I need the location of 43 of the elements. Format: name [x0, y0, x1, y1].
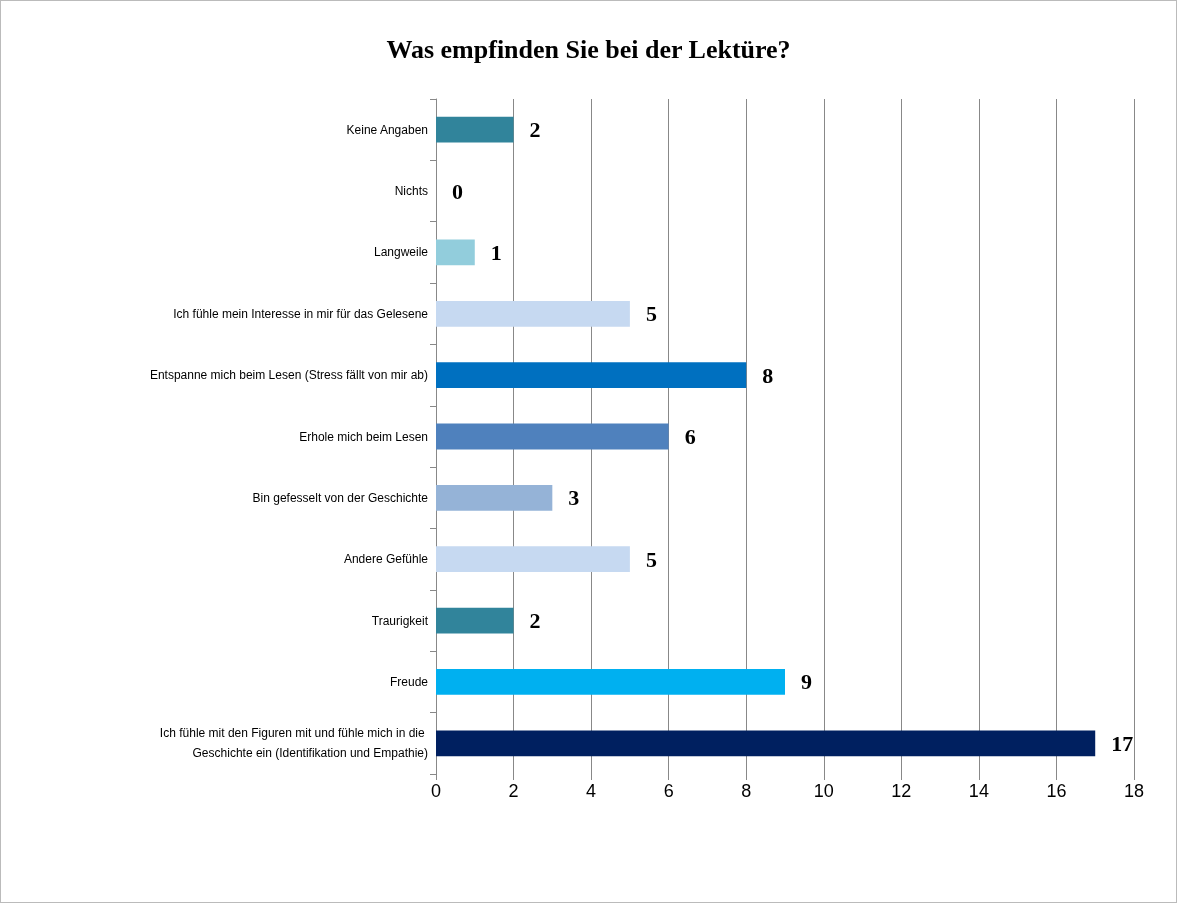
- x-tick-label: 18: [1123, 781, 1145, 801]
- x-tick-label: 10: [813, 781, 834, 801]
- bar: [436, 116, 514, 143]
- y-tick-label: Andere Gefühle: [343, 552, 429, 567]
- y-tick-label: Traurigkeit: [371, 613, 429, 628]
- bar: [436, 300, 630, 327]
- chart-title: Was empfinden Sie bei der Lektüre?: [386, 34, 791, 64]
- x-tick-label: 6: [663, 781, 674, 801]
- bar: [436, 730, 1096, 757]
- data-label: 5: [645, 301, 657, 327]
- data-label: 9: [801, 669, 812, 695]
- data-label: 2: [529, 117, 541, 143]
- x-tick-label: 0: [430, 781, 442, 801]
- y-tick-label: Keine Angaben: [346, 122, 428, 137]
- x-tick-label: 2: [508, 781, 519, 801]
- data-label: 3: [568, 485, 580, 511]
- bar: [436, 546, 630, 573]
- y-tick-label: Nichts: [394, 184, 428, 199]
- x-tick-label: 8: [741, 781, 752, 801]
- data-label: 6: [684, 424, 696, 449]
- y-tick-label: Ich fühle mit den Figuren mit und fühle mich in die Geschichte ein (Identifikation und Empathie): [159, 726, 428, 761]
- y-tick-label: Ich fühle mein Interesse in mir für das Gelesene: [173, 306, 429, 321]
- bar: [436, 362, 747, 389]
- bar: [436, 484, 553, 511]
- data-label: 17: [1111, 730, 1134, 756]
- data-label: 0: [452, 178, 463, 204]
- y-tick-label: Langweile: [373, 245, 429, 260]
- x-tick-label: 12: [891, 781, 912, 801]
- y-tick-label: Bin gefesselt von der Geschichte: [252, 490, 429, 505]
- data-label: 8: [762, 362, 774, 388]
- bar: [436, 607, 514, 634]
- data-label: 5: [645, 546, 657, 572]
- y-tick-label: Erhole mich beim Lesen: [299, 429, 428, 444]
- bar: [436, 239, 475, 266]
- x-tick-label: 4: [586, 781, 597, 801]
- y-tick-label: Entspanne mich beim Lesen (Stress fällt von mir ab): [149, 368, 428, 383]
- data-label: 1: [490, 239, 502, 265]
- y-tick-label: Freude: [389, 674, 429, 689]
- x-tick-label: 14: [968, 781, 989, 801]
- bar: [436, 669, 785, 695]
- x-tick-label: 16: [1046, 781, 1067, 801]
- data-label: 2: [529, 608, 541, 634]
- bar: [436, 423, 669, 450]
